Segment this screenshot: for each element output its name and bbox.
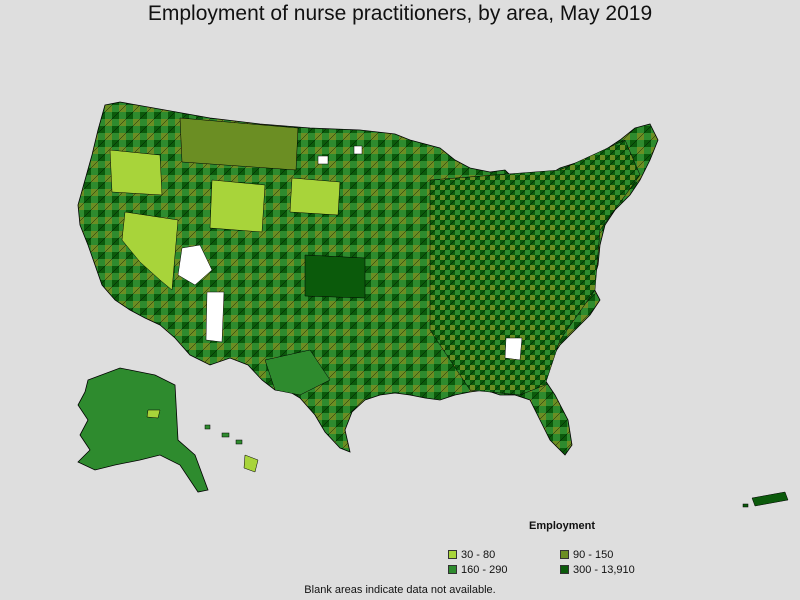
puerto-rico xyxy=(742,491,789,508)
region-texas-west xyxy=(264,349,331,396)
legend: Employment 30 - 80 90 - 150 160 - 290 30… xyxy=(448,520,658,576)
legend-swatch xyxy=(560,565,569,574)
no-data-north-dakota xyxy=(317,155,329,165)
legend-title: Employment xyxy=(528,520,595,532)
legend-label: 90 - 150 xyxy=(573,548,614,561)
map-title: Employment of nurse practitioners, by ar… xyxy=(147,2,653,25)
region-oregon-east xyxy=(109,149,163,196)
region-montana xyxy=(179,117,299,171)
legend-label: 300 - 13,910 xyxy=(573,563,635,576)
footnote: Blank areas indicate data not available. xyxy=(304,584,496,596)
no-data-georgia xyxy=(504,337,523,361)
no-data-utah xyxy=(177,244,213,286)
region-south-dakota xyxy=(289,177,341,216)
legend-item-160-290: 160 - 290 xyxy=(448,563,560,576)
region-kansas xyxy=(304,254,366,299)
region-wyoming xyxy=(209,179,266,233)
legend-label: 30 - 80 xyxy=(461,548,496,561)
hawaii xyxy=(204,424,259,473)
legend-swatch xyxy=(448,565,457,574)
alaska-area-light xyxy=(146,409,161,419)
legend-label: 160 - 290 xyxy=(461,563,508,576)
legend-item-90-150: 90 - 150 xyxy=(560,548,670,561)
legend-item-30-80: 30 - 80 xyxy=(448,548,560,561)
region-east xyxy=(429,139,641,396)
alaska xyxy=(77,367,209,493)
no-data-minnesota xyxy=(353,145,363,155)
legend-swatch xyxy=(560,550,569,559)
no-data-arizona xyxy=(205,291,225,343)
legend-item-300-13910: 300 - 13,910 xyxy=(560,563,670,576)
legend-swatch xyxy=(448,550,457,559)
region-nevada xyxy=(121,211,179,291)
